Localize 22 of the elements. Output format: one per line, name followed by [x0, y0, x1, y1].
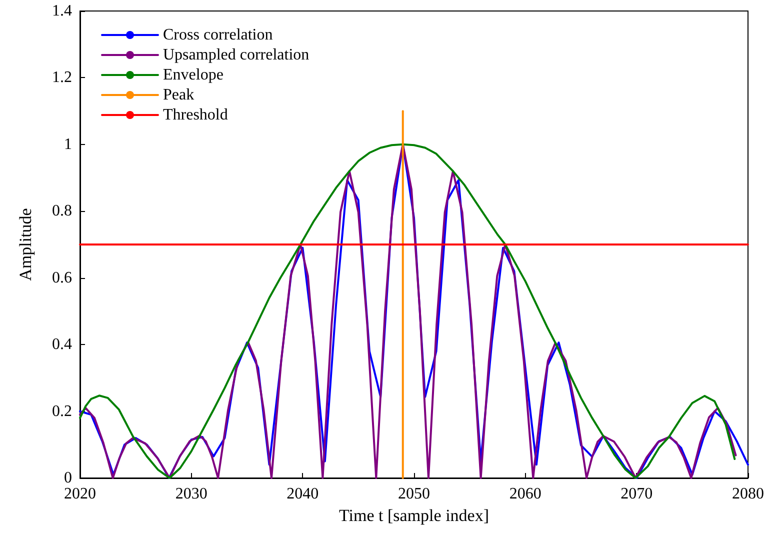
y-tick-label: 0.4 [52, 336, 72, 354]
y-tick-label: 1 [64, 136, 72, 153]
legend-label: Peak [163, 86, 194, 104]
legend-label: Cross correlation [163, 26, 273, 44]
y-tick-label: 0.8 [52, 202, 72, 220]
y-tick-label: 1.2 [52, 69, 72, 86]
legend-label: Upsampled correlation [163, 46, 310, 64]
y-tick-label: 0.2 [52, 402, 72, 420]
x-axis-title: Time t [sample index] [339, 506, 489, 525]
y-tick-label: 0.6 [52, 269, 72, 286]
y-axis-title: Amplitude [16, 208, 35, 281]
y-tick-label: 1.4 [52, 2, 72, 20]
y-tick-label: 0 [64, 470, 72, 486]
x-tick-label: 2050 [398, 486, 430, 502]
x-tick-label: 2070 [620, 486, 653, 502]
x-tick-label: 2080 [732, 486, 764, 502]
x-tick-label: 2020 [64, 486, 96, 502]
x-tick-label: 2060 [509, 486, 542, 502]
x-tick-label: 2030 [175, 486, 208, 502]
legend-label: Envelope [163, 66, 224, 84]
x-tick-label: 2040 [286, 486, 319, 502]
legend-label: Threshold [163, 106, 228, 124]
